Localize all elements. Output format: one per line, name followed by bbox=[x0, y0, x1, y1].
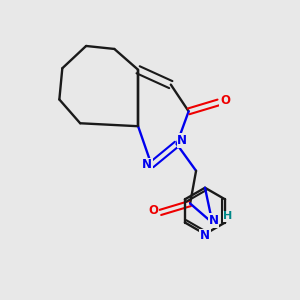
Text: O: O bbox=[220, 94, 230, 107]
Text: O: O bbox=[149, 204, 159, 218]
Text: N: N bbox=[200, 229, 210, 242]
Text: N: N bbox=[142, 158, 152, 171]
Text: N: N bbox=[177, 134, 187, 147]
Text: N: N bbox=[209, 214, 219, 227]
Text: H: H bbox=[223, 211, 232, 221]
